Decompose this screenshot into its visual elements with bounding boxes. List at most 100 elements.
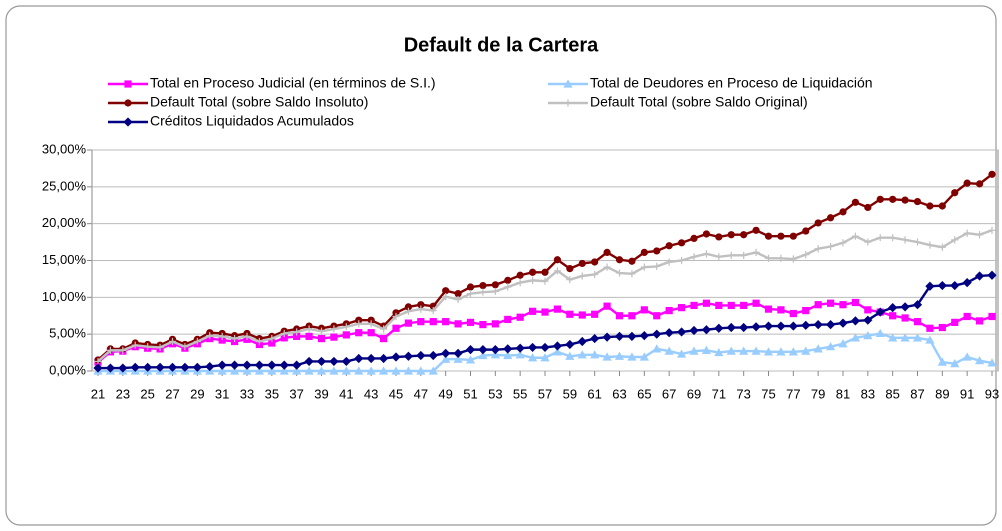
y-tick-label: 30,00% — [42, 141, 87, 156]
point — [676, 349, 687, 358]
x-tick-label: 87 — [910, 386, 924, 401]
point — [850, 333, 861, 342]
point — [690, 234, 698, 242]
point — [267, 366, 277, 375]
point — [392, 312, 400, 321]
point — [789, 309, 797, 318]
point — [367, 320, 375, 328]
point — [639, 331, 649, 341]
point — [900, 333, 910, 342]
point — [690, 301, 698, 310]
x-tick-label: 61 — [587, 386, 601, 401]
point — [615, 312, 624, 320]
point — [788, 347, 798, 356]
point — [975, 231, 984, 239]
point — [491, 320, 499, 328]
point — [652, 344, 662, 353]
point — [442, 287, 450, 295]
point — [442, 318, 450, 326]
point — [826, 242, 835, 251]
point — [652, 329, 662, 339]
point — [901, 236, 909, 244]
point — [503, 344, 513, 354]
point — [863, 315, 873, 325]
point — [802, 227, 810, 235]
x-tick-label: 49 — [438, 386, 452, 401]
point — [453, 354, 463, 363]
point — [864, 203, 872, 212]
point — [130, 362, 140, 372]
point — [864, 306, 872, 314]
point — [578, 259, 586, 268]
point — [329, 366, 339, 375]
x-tick-label: 59 — [563, 386, 577, 401]
point — [316, 356, 327, 367]
point — [268, 334, 276, 343]
point — [553, 305, 562, 313]
y-tick-label: 20,00% — [42, 215, 87, 230]
point — [962, 352, 972, 361]
point — [504, 276, 512, 284]
point — [702, 230, 711, 238]
x-tick-label: 81 — [836, 386, 850, 401]
point — [590, 333, 600, 344]
point — [105, 363, 116, 373]
point — [516, 313, 524, 321]
point — [801, 320, 811, 330]
point — [156, 343, 164, 352]
y-tick-label: 0,00% — [49, 362, 86, 377]
point — [690, 253, 698, 261]
legend-marker — [124, 80, 132, 88]
point — [802, 251, 810, 259]
point — [552, 347, 563, 356]
point — [727, 231, 735, 239]
x-tick-label: 89 — [935, 386, 949, 401]
point — [392, 324, 400, 332]
legend-marker — [563, 79, 573, 88]
point — [702, 299, 711, 307]
point — [975, 317, 984, 325]
legend-label: Créditos Liquidados Acumulados — [150, 113, 354, 129]
point — [614, 351, 625, 360]
point — [901, 314, 909, 322]
point — [974, 271, 985, 281]
point — [218, 336, 226, 344]
point — [293, 332, 301, 340]
point — [813, 319, 823, 330]
x-tick-label: 31 — [215, 386, 229, 401]
point — [566, 265, 574, 273]
point — [341, 356, 351, 367]
point — [466, 290, 475, 298]
point — [366, 353, 376, 364]
x-tick-label: 71 — [712, 386, 726, 401]
point — [379, 325, 388, 333]
point — [478, 350, 488, 360]
point — [454, 295, 462, 304]
point — [342, 323, 350, 331]
point — [614, 331, 625, 341]
point — [578, 272, 586, 280]
point — [541, 308, 549, 316]
point — [417, 305, 425, 313]
point — [566, 310, 574, 318]
point — [354, 366, 364, 375]
point — [181, 343, 189, 351]
point — [280, 329, 288, 338]
point — [218, 332, 226, 340]
point — [441, 348, 451, 358]
point — [267, 360, 277, 370]
point — [242, 366, 252, 375]
point — [378, 366, 389, 375]
point — [640, 248, 648, 256]
point — [342, 331, 350, 339]
point — [664, 346, 674, 355]
point — [689, 346, 699, 355]
point — [788, 321, 798, 331]
point — [404, 307, 413, 315]
point — [740, 301, 748, 310]
legend-label: Total en Proceso Judicial (en términos d… — [150, 75, 436, 91]
point — [677, 304, 686, 312]
point — [217, 366, 227, 375]
point — [479, 320, 487, 329]
legend-label: Total de Deudores en Proceso de Liquidac… — [590, 75, 873, 91]
